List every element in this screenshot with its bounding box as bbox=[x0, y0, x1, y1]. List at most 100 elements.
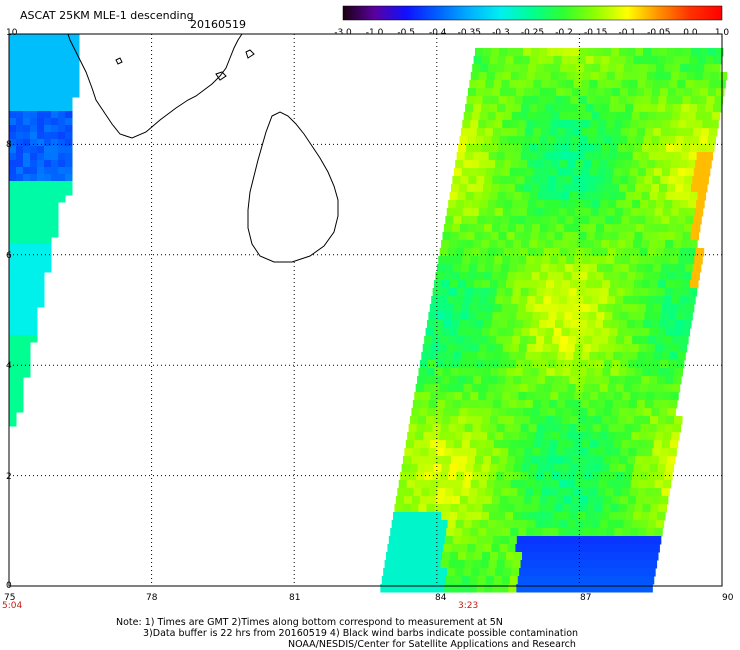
data-cell bbox=[599, 568, 608, 577]
data-cell bbox=[445, 488, 454, 497]
data-cell bbox=[30, 167, 38, 175]
data-cell bbox=[51, 160, 59, 168]
data-cell bbox=[449, 192, 459, 201]
data-cell bbox=[500, 536, 510, 545]
data-cell bbox=[459, 496, 469, 505]
data-cell bbox=[610, 416, 619, 425]
data-cell bbox=[674, 184, 684, 193]
data-cell bbox=[488, 152, 498, 161]
data-cell bbox=[649, 240, 658, 249]
data-cell bbox=[698, 184, 708, 193]
data-cell bbox=[492, 176, 501, 185]
data-cell bbox=[522, 280, 531, 289]
data-cell bbox=[30, 160, 38, 168]
data-cell bbox=[626, 96, 636, 105]
data-cell bbox=[633, 464, 643, 473]
data-cell bbox=[521, 464, 531, 473]
data-cell bbox=[44, 202, 52, 210]
data-cell bbox=[381, 576, 391, 585]
data-cell bbox=[666, 280, 675, 289]
y-tick-6: 6 bbox=[6, 251, 12, 261]
data-cell bbox=[611, 360, 621, 369]
data-cell bbox=[536, 336, 545, 345]
colorbar-label: -1.0 bbox=[366, 28, 384, 38]
data-cell bbox=[450, 320, 460, 329]
data-cell bbox=[498, 320, 508, 329]
data-cell bbox=[468, 176, 477, 185]
data-cell bbox=[608, 560, 618, 569]
data-cell bbox=[586, 280, 595, 289]
data-cell bbox=[460, 312, 469, 321]
data-cell bbox=[591, 160, 600, 169]
data-cell bbox=[672, 200, 681, 209]
data-cell bbox=[647, 568, 656, 577]
data-cell bbox=[598, 480, 608, 489]
data-cell bbox=[387, 544, 396, 553]
data-cell bbox=[392, 560, 402, 569]
data-cell bbox=[600, 424, 610, 433]
data-cell bbox=[44, 160, 52, 168]
data-cell bbox=[640, 288, 650, 297]
data-cell bbox=[9, 195, 17, 203]
data-cell bbox=[473, 240, 482, 249]
data-cell bbox=[670, 120, 679, 129]
data-cell bbox=[651, 224, 661, 233]
data-cell bbox=[595, 496, 605, 505]
data-cell bbox=[531, 408, 540, 417]
data-cell bbox=[626, 320, 636, 329]
y-tick-2: 2 bbox=[6, 472, 12, 482]
data-cell bbox=[438, 256, 447, 265]
data-cell bbox=[669, 304, 679, 313]
data-cell bbox=[656, 424, 666, 433]
data-cell bbox=[480, 152, 490, 161]
data-cell bbox=[519, 432, 528, 441]
data-cell bbox=[30, 258, 38, 266]
data-cell bbox=[556, 128, 566, 137]
data-cell bbox=[37, 237, 45, 245]
data-cell bbox=[526, 208, 536, 217]
data-cell bbox=[30, 62, 38, 70]
data-cell bbox=[669, 168, 679, 177]
data-cell bbox=[471, 112, 481, 121]
data-cell bbox=[16, 48, 24, 56]
data-cell bbox=[588, 312, 597, 321]
data-cell bbox=[9, 146, 17, 154]
data-cell bbox=[16, 370, 24, 378]
data-cell bbox=[494, 120, 503, 129]
data-cell bbox=[713, 56, 723, 65]
data-cell bbox=[65, 97, 73, 105]
data-cell bbox=[639, 160, 648, 169]
data-cell bbox=[65, 111, 73, 119]
data-cell bbox=[566, 208, 576, 217]
data-cell bbox=[457, 328, 467, 337]
data-cell bbox=[714, 96, 724, 105]
data-cell bbox=[545, 328, 555, 337]
data-cell bbox=[65, 174, 73, 182]
data-cell bbox=[507, 48, 516, 57]
data-cell bbox=[589, 352, 598, 361]
data-cell bbox=[616, 424, 626, 433]
data-cell bbox=[450, 416, 459, 425]
x-tick-75: 75 bbox=[4, 593, 16, 603]
data-cell bbox=[407, 432, 416, 441]
data-cell bbox=[44, 146, 52, 154]
data-cell bbox=[507, 136, 516, 145]
data-cell bbox=[30, 132, 38, 140]
data-cell bbox=[526, 344, 536, 353]
island-outline bbox=[115, 57, 123, 65]
data-cell bbox=[530, 96, 540, 105]
data-cell bbox=[528, 560, 538, 569]
data-cell bbox=[514, 280, 523, 289]
data-cell bbox=[581, 304, 591, 313]
data-cell bbox=[572, 400, 582, 409]
data-cell bbox=[444, 448, 453, 457]
data-cell bbox=[522, 320, 532, 329]
data-cell bbox=[592, 336, 601, 345]
data-cell bbox=[542, 392, 551, 401]
data-cell bbox=[552, 472, 561, 481]
data-cell bbox=[659, 360, 669, 369]
data-cell bbox=[555, 496, 565, 505]
data-cell bbox=[571, 224, 581, 233]
data-cell bbox=[670, 208, 680, 217]
data-cell bbox=[447, 296, 456, 305]
